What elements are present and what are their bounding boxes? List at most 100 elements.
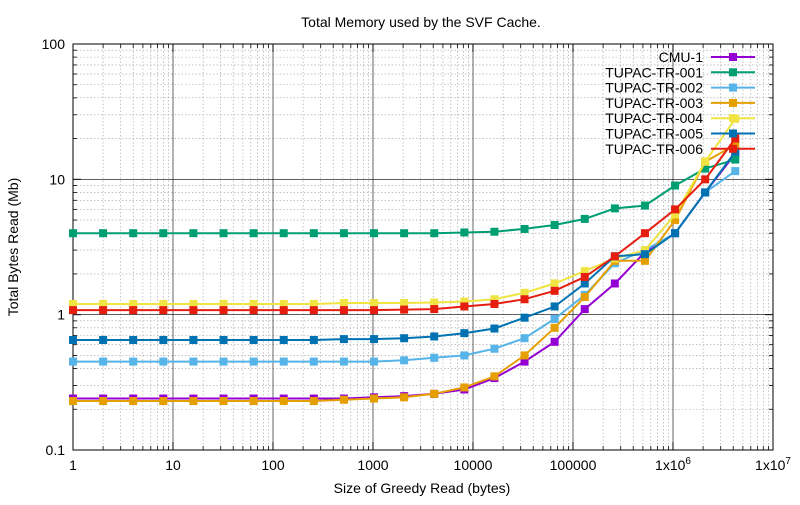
series-tupac-tr-001 <box>69 155 740 238</box>
chart-title: Total Memory used by the SVF Cache. <box>301 14 541 30</box>
data-point <box>99 357 108 366</box>
x-tick-label: 1x106 <box>655 456 691 473</box>
data-point <box>640 250 649 259</box>
data-point <box>69 299 77 308</box>
data-point <box>580 305 589 314</box>
data-point <box>460 383 469 392</box>
data-point <box>430 332 439 341</box>
data-point <box>671 210 680 219</box>
data-point <box>550 286 559 295</box>
data-point <box>370 335 379 344</box>
x-tick-label: 100000 <box>550 457 597 473</box>
data-point <box>580 293 589 302</box>
data-point <box>69 397 77 406</box>
series-tupac-tr-003 <box>69 140 740 406</box>
data-point <box>129 397 138 406</box>
data-point <box>279 335 288 344</box>
x-tick-label: 1 <box>69 457 77 473</box>
data-point <box>671 229 680 238</box>
data-point <box>460 351 469 360</box>
series-cmu-1 <box>69 149 740 403</box>
data-point <box>400 334 409 343</box>
data-point <box>550 302 559 311</box>
data-point <box>249 397 258 406</box>
legend-marker-tupac-tr-006 <box>729 144 737 153</box>
data-point <box>309 335 318 344</box>
data-point <box>159 299 168 308</box>
legend-label-tupac-tr-001: TUPAC-TR-001 <box>605 64 703 80</box>
data-point <box>400 393 409 402</box>
data-point <box>490 324 499 333</box>
data-point <box>129 335 138 344</box>
data-point <box>520 334 529 343</box>
data-point <box>99 229 108 238</box>
data-point <box>159 397 168 406</box>
data-point <box>279 299 288 308</box>
x-tick-label: 1000 <box>357 457 388 473</box>
data-point <box>309 306 318 315</box>
data-point <box>400 229 409 238</box>
data-point <box>671 181 680 190</box>
data-point <box>69 335 77 344</box>
y-tick-label: 10 <box>49 171 65 187</box>
data-point <box>520 224 529 233</box>
data-point <box>189 335 198 344</box>
data-point <box>550 220 559 229</box>
legend: CMU-1TUPAC-TR-001TUPAC-TR-002TUPAC-TR-00… <box>605 49 755 157</box>
plot-frame <box>72 43 774 451</box>
data-point <box>671 216 680 225</box>
data-point <box>490 344 499 353</box>
data-point <box>189 306 198 315</box>
data-point <box>370 298 379 307</box>
data-point <box>520 288 529 297</box>
legend-marker-tupac-tr-002 <box>729 83 737 92</box>
data-point <box>69 306 77 315</box>
data-point <box>490 372 499 381</box>
data-point <box>701 164 710 173</box>
data-point <box>460 302 469 311</box>
data-point <box>701 157 710 166</box>
x-tick-label: 100 <box>261 457 285 473</box>
grid <box>72 43 774 451</box>
data-point <box>370 229 379 238</box>
data-point <box>370 394 379 403</box>
data-point <box>550 337 559 346</box>
data-point <box>279 229 288 238</box>
data-point <box>189 397 198 406</box>
y-tick-label: 0.1 <box>46 442 66 458</box>
data-point <box>610 252 619 261</box>
series-tupac-tr-006 <box>69 134 740 315</box>
data-point <box>69 229 77 238</box>
data-point <box>339 357 348 366</box>
data-point <box>219 335 228 344</box>
y-tick-label: 1 <box>57 307 65 323</box>
legend-marker-tupac-tr-003 <box>729 98 737 107</box>
x-tick-label: 10 <box>165 457 181 473</box>
y-axis-label: Total Bytes Read (Mb) <box>5 178 21 317</box>
legend-label-tupac-tr-005: TUPAC-TR-005 <box>605 126 703 142</box>
data-point <box>550 323 559 332</box>
data-point <box>159 335 168 344</box>
data-point <box>400 356 409 365</box>
series-line-tupac-tr-002 <box>73 170 736 363</box>
data-point <box>279 357 288 366</box>
data-point <box>129 306 138 315</box>
series-group <box>69 114 740 406</box>
data-point <box>731 140 740 149</box>
legend-marker-cmu-1 <box>729 53 737 61</box>
data-point <box>550 314 559 323</box>
data-point <box>490 299 499 308</box>
data-point <box>309 229 318 238</box>
data-point <box>129 357 138 366</box>
legend-label-tupac-tr-002: TUPAC-TR-002 <box>605 80 703 96</box>
data-point <box>701 188 710 197</box>
data-point <box>249 357 258 366</box>
data-point <box>249 306 258 315</box>
data-point <box>640 246 649 255</box>
data-point <box>731 155 740 164</box>
data-point <box>460 297 469 306</box>
series-line-tupac-tr-001 <box>73 158 736 235</box>
data-point <box>640 229 649 238</box>
data-point <box>159 229 168 238</box>
